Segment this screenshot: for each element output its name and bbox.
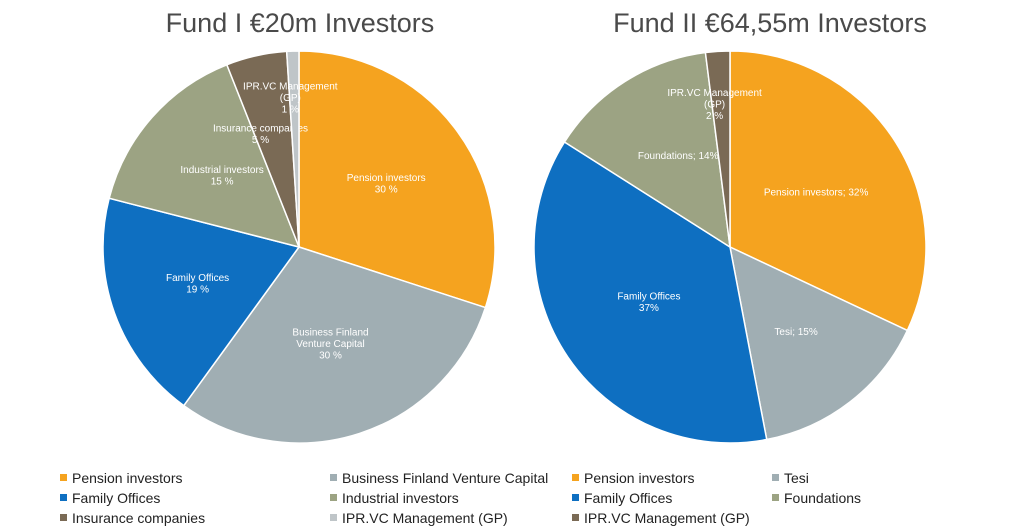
pie-slice-ipr-vc-management-gp xyxy=(704,50,731,248)
legend-swatch xyxy=(572,494,579,501)
pie-slice-tesi xyxy=(728,245,909,441)
legend-label: IPR.VC Management (GP) xyxy=(342,509,508,526)
legend-label: Pension investors xyxy=(584,469,695,486)
slice-label-foundations: Foundations; 14% xyxy=(638,151,719,162)
legend-swatch xyxy=(330,514,337,521)
pie-slice-foundations xyxy=(563,51,731,249)
legend-label: Foundations xyxy=(784,489,862,506)
pie-slice-industrial-investors xyxy=(108,63,301,249)
legend-label: Family Offices xyxy=(72,489,161,506)
pie-slice-family-offices xyxy=(533,140,768,444)
pie-fund-2: Pension investors; 32% Tesi; 15% Family Of… xyxy=(533,50,927,444)
legend-swatch xyxy=(60,514,67,521)
legend-item-ipr-vc-management-gp: IPR.VC Management (GP) xyxy=(330,508,560,527)
slice-label-family-offices: Family Offices 37% xyxy=(617,291,680,314)
pie-slice-pension-investors xyxy=(298,50,496,309)
legend-label: Family Offices xyxy=(584,489,673,506)
legend-label: Business Finland Venture Capital xyxy=(342,469,549,486)
slice-label-ipr-vc-management-gp: IPR.VC Management (GP) 2 % xyxy=(667,88,762,122)
legend-label: Insurance companies xyxy=(72,509,206,526)
legend-swatch xyxy=(772,494,779,501)
legend-swatch xyxy=(772,474,779,481)
slice-label-business-finland-venture-capital: Business Finland Venture Capital 30 % xyxy=(292,327,368,361)
legend-swatch xyxy=(572,514,579,521)
pie-slice-ipr-vc-management-gp xyxy=(285,50,300,248)
chart-title-fund-2: Fund II €64,55m Investors xyxy=(613,8,927,38)
chart-title-fund-1: Fund I €20m Investors xyxy=(165,8,435,38)
pie-slice-pension-investors xyxy=(729,50,927,332)
legend-item-ipr-vc-management-gp: IPR.VC Management (GP) xyxy=(572,508,752,527)
legend-swatch xyxy=(60,474,67,481)
slice-label-pension-investors: Pension investors 30 % xyxy=(347,173,426,196)
slice-label-industrial-investors: Industrial investors 15 % xyxy=(180,165,263,188)
legend-swatch xyxy=(330,494,337,501)
slice-label-ipr-vc-management-gp: IPR.VC Management (GP) 1 % xyxy=(243,82,338,116)
legend-swatch xyxy=(572,474,579,481)
legend-swatch xyxy=(330,474,337,481)
legend-item-family-offices: Family Offices xyxy=(572,488,752,507)
slice-label-family-offices: Family Offices 19 % xyxy=(166,273,229,296)
legend-item-pension-investors: Pension investors xyxy=(572,468,752,487)
legend-label: Industrial investors xyxy=(342,489,459,506)
legend-fund-1: Pension investors Business Finland Ventur… xyxy=(60,468,550,527)
legend-label: IPR.VC Management (GP) xyxy=(584,509,750,526)
legend-item-pension-investors: Pension investors xyxy=(60,468,310,487)
slice-label-tesi: Tesi; 15% xyxy=(774,327,817,338)
legend-label: Tesi xyxy=(784,469,809,486)
pie-slice-family-offices xyxy=(102,197,301,407)
legend-item-insurance-companies: Insurance companies xyxy=(60,508,310,527)
legend-item-foundations: Foundations xyxy=(772,488,1002,507)
slice-label-pension-investors: Pension investors; 32% xyxy=(764,187,869,198)
pie-charts: Pension investors 30 % Business Finland Ven… xyxy=(102,50,927,444)
legend-label: Pension investors xyxy=(72,469,183,486)
pie-slice-business-finland-venture-capital xyxy=(182,246,487,444)
legend-item-industrial-investors: Industrial investors xyxy=(330,488,560,507)
slice-label-insurance-companies: Insurance companies 5 % xyxy=(213,124,308,147)
pie-fund-1: Pension investors 30 % Business Finland Ven… xyxy=(102,50,496,444)
legend-item-family-offices: Family Offices xyxy=(60,488,310,507)
legend-swatch xyxy=(60,494,67,501)
legend-fund-2: Pension investors Tesi Family Offices Found… xyxy=(572,468,1002,527)
legend-item-tesi: Tesi xyxy=(772,468,1002,487)
legend-item-business-finland-venture-capital: Business Finland Venture Capital xyxy=(330,468,560,487)
